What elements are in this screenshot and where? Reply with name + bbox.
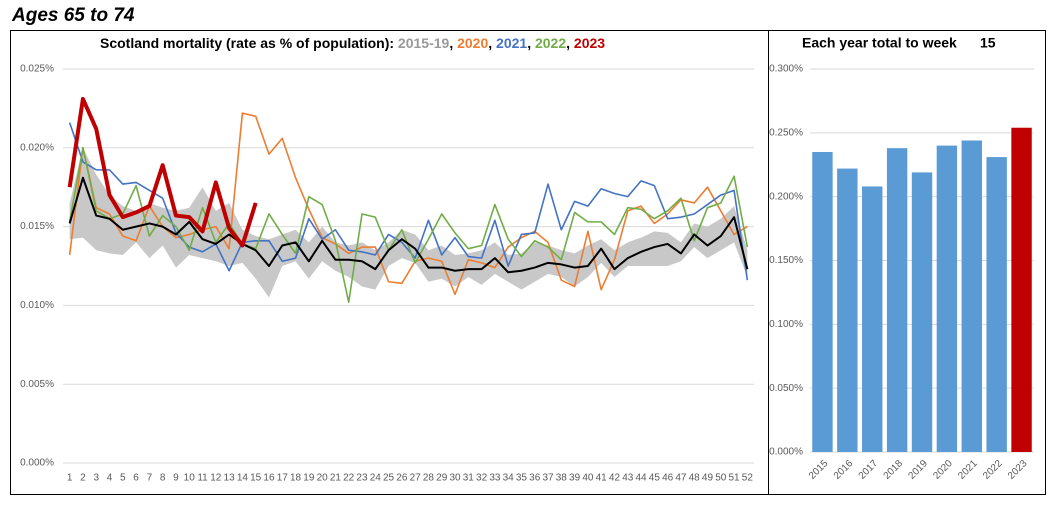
- x-tick-label: 23: [356, 473, 368, 484]
- x-tick-label: 2: [80, 473, 86, 484]
- x-tick-label: 38: [556, 473, 568, 484]
- legend-entry: 2021: [496, 35, 527, 51]
- x-tick-label: 20: [317, 473, 329, 484]
- x-tick-label: 6: [133, 473, 139, 484]
- x-tick-label: 47: [675, 473, 687, 484]
- series-line: [68, 147, 749, 304]
- x-tick-label: 3: [93, 473, 99, 484]
- x-tick-label: 1: [67, 473, 73, 484]
- legend-separator: ,: [488, 35, 496, 51]
- x-tick-label: 25: [383, 473, 395, 484]
- y-tick-label: 0.150%: [769, 255, 803, 266]
- x-tick-label: 31: [463, 473, 475, 484]
- y-tick-label: 0.100%: [769, 319, 803, 330]
- x-tick-label: 30: [449, 473, 461, 484]
- x-tick-label: 15: [250, 473, 262, 484]
- x-tick-label: 14: [237, 473, 249, 484]
- x-tick-label: 44: [635, 473, 647, 484]
- y-tick-label: 0.050%: [769, 383, 803, 394]
- x-tick-label: 24: [370, 473, 382, 484]
- x-tick-label: 21: [330, 473, 342, 484]
- x-tick-label: 12: [210, 473, 222, 484]
- y-tick-label: 0.005%: [20, 379, 54, 390]
- x-tick-label: 52: [742, 473, 754, 484]
- x-tick-label: 36: [529, 473, 541, 484]
- bar: [961, 140, 982, 452]
- x-tick-label: 19: [303, 473, 315, 484]
- x-tick-label: 33: [489, 473, 501, 484]
- bar: [862, 186, 883, 452]
- x-tick-label: 46: [662, 473, 674, 484]
- x-tick-label: 13: [224, 473, 236, 484]
- legend-separator: ,: [527, 35, 535, 51]
- bar: [1011, 127, 1032, 452]
- y-tick-label: 0.300%: [769, 64, 803, 75]
- x-tick-label: 18: [290, 473, 302, 484]
- legend-entry: 2022: [535, 35, 566, 51]
- y-tick-label: 0.010%: [20, 300, 54, 311]
- x-tick-label: 35: [516, 473, 528, 484]
- x-tick-label: 51: [729, 473, 741, 484]
- x-tick-label: 9: [173, 473, 179, 484]
- bar: [812, 151, 833, 452]
- title-text: Scotland mortality (rate as % of populat…: [100, 35, 394, 51]
- x-tick-label: 8: [160, 473, 166, 484]
- x-tick-label: 28: [423, 473, 435, 484]
- y-tick-label: 0.000%: [20, 458, 54, 469]
- x-tick-label: 37: [542, 473, 554, 484]
- x-tick-label: 7: [147, 473, 153, 484]
- x-tick-label: 42: [609, 473, 621, 484]
- x-tick-label: 41: [596, 473, 608, 484]
- x-tick-label: 4: [107, 473, 113, 484]
- x-tick-label: 50: [715, 473, 727, 484]
- x-tick-label: 43: [622, 473, 634, 484]
- chart-title: Each year total to week: [802, 35, 957, 51]
- bar: [936, 145, 958, 452]
- legend-entry: 2020: [457, 35, 488, 51]
- x-tick-label: 49: [702, 473, 714, 484]
- x-tick-label: 48: [689, 473, 701, 484]
- x-tick-label: 16: [263, 473, 275, 484]
- chart-title-week: 15: [980, 35, 996, 51]
- bar: [837, 168, 858, 452]
- x-tick-label: 27: [410, 473, 422, 484]
- y-tick-label: 0.200%: [769, 191, 803, 202]
- x-tick-label: 29: [436, 473, 448, 484]
- x-tick-label: 22: [343, 473, 355, 484]
- x-tick-label: 32: [476, 473, 488, 484]
- legend-separator: ,: [449, 35, 457, 51]
- x-tick-label: 5: [120, 473, 126, 484]
- range-band: [69, 147, 748, 298]
- y-tick-label: 0.025%: [20, 64, 54, 75]
- x-tick-label: 17: [277, 473, 289, 484]
- y-tick-label: 0.020%: [20, 142, 54, 153]
- x-tick-label: 40: [582, 473, 594, 484]
- y-tick-label: 0.250%: [769, 127, 803, 138]
- x-tick-label: 10: [184, 473, 196, 484]
- bar: [911, 172, 933, 452]
- x-tick-label: 39: [569, 473, 581, 484]
- bar: [986, 157, 1007, 452]
- y-tick-label: 0.015%: [20, 221, 54, 232]
- series-line: [67, 96, 258, 248]
- page-title: Ages 65 to 74: [11, 5, 135, 26]
- series-line: [68, 176, 749, 274]
- bar: [886, 148, 908, 453]
- y-tick-label: 0.000%: [769, 447, 803, 458]
- x-tick-label: 26: [396, 473, 408, 484]
- x-tick-label: 34: [503, 473, 515, 484]
- right-panel-frame: [768, 30, 1046, 495]
- chart-title: Scotland mortality (rate as % of populat…: [100, 35, 605, 51]
- x-tick-label: 11: [197, 473, 208, 484]
- legend-entry: 2015-19: [398, 35, 450, 51]
- legend-entry: 2023: [574, 35, 605, 51]
- x-tick-label: 45: [649, 473, 661, 484]
- legend-separator: ,: [566, 35, 574, 51]
